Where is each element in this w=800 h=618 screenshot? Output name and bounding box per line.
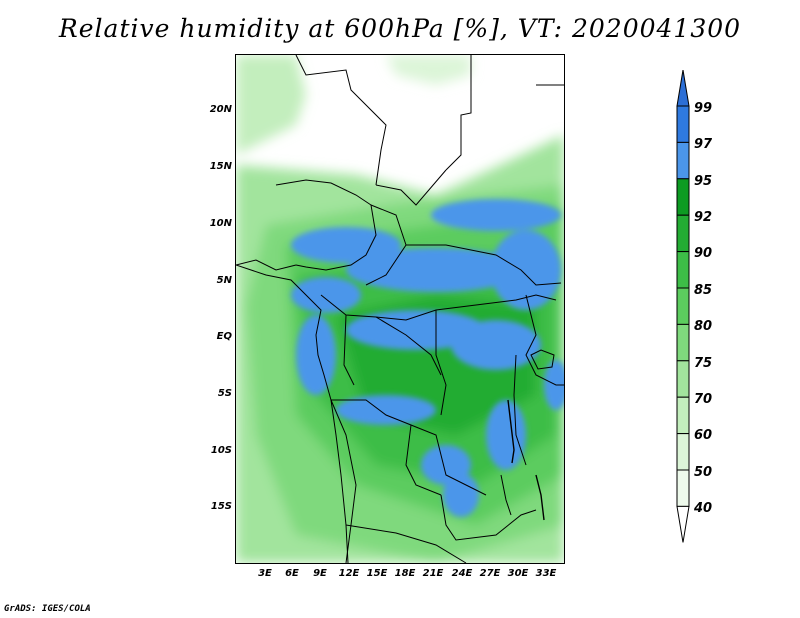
- colorbar-bin-80-85: [676, 287, 690, 325]
- lake-tanganyika: [507, 399, 515, 464]
- lon-tick-9e: 9E: [313, 568, 327, 579]
- colorbar-label-92: 92: [694, 210, 713, 225]
- colorbar-bin-92-95: [676, 178, 690, 216]
- colorbar-bin-85-90: [676, 251, 690, 289]
- colorbar-bin-97-99: [676, 105, 690, 143]
- humidity-map: [235, 54, 565, 564]
- colorbar-label-60: 60: [694, 428, 713, 443]
- chart-title: Relative humidity at 600hPa [%], VT: 202…: [58, 14, 742, 43]
- colorbar-bin-75-80: [676, 323, 690, 362]
- coastline: [236, 264, 349, 563]
- colorbar-label-85: 85: [694, 283, 713, 298]
- colorbar-label-99: 99: [694, 101, 713, 116]
- lat-tick-15n: 15N: [209, 161, 232, 172]
- lat-tick-15s: 15S: [210, 501, 232, 512]
- lon-tick-3e: 3E: [258, 568, 272, 579]
- lon-tick-15e: 15E: [366, 568, 388, 579]
- lon-tick-33e: 33E: [535, 568, 557, 579]
- colorbar-bin-50-60: [676, 433, 690, 471]
- colorbar-bin-95-97: [676, 141, 690, 180]
- lon-tick-18e: 18E: [394, 568, 416, 579]
- lon-tick-30e: 30E: [507, 568, 529, 579]
- colorbar-label-75: 75: [694, 356, 713, 371]
- map-canvas: [236, 55, 564, 563]
- lat-tick-20n: 20N: [209, 104, 232, 115]
- colorbar-bin-60-70: [676, 396, 690, 435]
- colorbar-label-70: 70: [694, 392, 713, 407]
- colorbar-label-40: 40: [694, 501, 713, 516]
- lat-tick-5n: 5N: [216, 275, 232, 286]
- lat-tick-5s: 5S: [217, 388, 232, 399]
- lon-tick-27e: 27E: [479, 568, 501, 579]
- colorbar-label-97: 97: [694, 137, 713, 152]
- colorbar-label-80: 80: [694, 319, 713, 334]
- country-borders: [236, 55, 564, 563]
- colorbar-bin-40-50: [676, 469, 690, 507]
- colorbar-label-95: 95: [694, 174, 713, 189]
- colorbar-label-90: 90: [694, 246, 713, 261]
- lon-tick-6e: 6E: [285, 568, 299, 579]
- colorbar-bin-99-: [676, 70, 690, 107]
- lat-tick-eq: EQ: [216, 331, 232, 342]
- lake-malawi: [535, 474, 545, 521]
- colorbar-bin-70-75: [676, 360, 690, 398]
- colorbar-label-50: 50: [694, 465, 713, 480]
- lat-tick-10n: 10N: [209, 218, 232, 229]
- lat-tick-10s: 10S: [210, 445, 232, 456]
- humidity-field-cores: [291, 199, 564, 517]
- colorbar-bin--40: [676, 505, 690, 543]
- colorbar-bin-90-92: [676, 214, 690, 253]
- grads-credit: GrADS: IGES/COLA: [4, 604, 91, 614]
- lon-tick-12e: 12E: [338, 568, 360, 579]
- colorbar: [676, 70, 690, 543]
- lon-tick-21e: 21E: [422, 568, 444, 579]
- lon-tick-24e: 24E: [451, 568, 473, 579]
- lake-victoria: [530, 349, 555, 370]
